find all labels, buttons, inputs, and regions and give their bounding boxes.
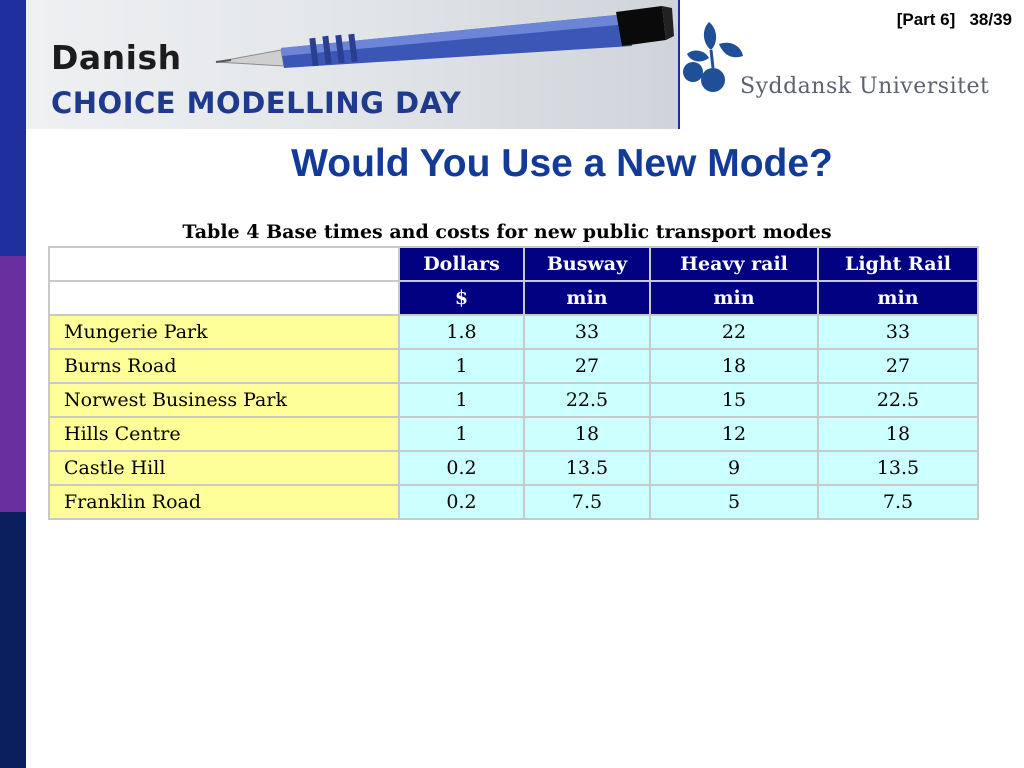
banner-line-danish: Danish <box>51 38 182 77</box>
value-cell: 1 <box>398 348 525 384</box>
side-bar-top <box>0 0 26 256</box>
row-label: Mungerie Park <box>48 314 400 350</box>
row-label: Franklin Road <box>48 484 400 520</box>
column-header: Heavy rail <box>649 246 819 282</box>
value-cell: 7.5 <box>523 484 651 520</box>
part-label: [Part 6] <box>896 10 956 29</box>
value-cell: 1 <box>398 382 525 418</box>
value-cell: 22.5 <box>523 382 651 418</box>
value-cell: 15 <box>649 382 819 418</box>
table-row: Hills Centre 1 18 12 18 <box>48 416 979 452</box>
table-header-row: Dollars Busway Heavy rail Light Rail <box>48 246 979 282</box>
side-bar-bottom <box>0 512 26 768</box>
value-cell: 9 <box>649 450 819 486</box>
unit-cell: min <box>523 280 651 316</box>
value-cell: 22.5 <box>817 382 979 418</box>
value-cell: 13.5 <box>817 450 979 486</box>
value-cell: 18 <box>817 416 979 452</box>
banner-line-choice-modelling-day: CHOICE MODELLING DAY <box>51 86 462 120</box>
table-units-row: $ min min min <box>48 280 979 316</box>
value-cell: 0.2 <box>398 450 525 486</box>
value-cell: 18 <box>523 416 651 452</box>
column-header: Light Rail <box>817 246 979 282</box>
column-header: Busway <box>523 246 651 282</box>
unit-cell: $ <box>398 280 525 316</box>
row-label: Castle Hill <box>48 450 400 486</box>
value-cell: 0.2 <box>398 484 525 520</box>
row-label: Norwest Business Park <box>48 382 400 418</box>
unit-cell: min <box>649 280 819 316</box>
value-cell: 33 <box>523 314 651 350</box>
value-cell: 1.8 <box>398 314 525 350</box>
university-leaf-logo-icon <box>683 22 743 92</box>
table-row: Mungerie Park 1.8 33 22 33 <box>48 314 979 350</box>
pen-icon <box>215 6 674 68</box>
value-cell: 12 <box>649 416 819 452</box>
value-cell: 5 <box>649 484 819 520</box>
value-cell: 13.5 <box>523 450 651 486</box>
value-cell: 27 <box>817 348 979 384</box>
table-row: Castle Hill 0.2 13.5 9 13.5 <box>48 450 979 486</box>
transport-times-costs-table: Dollars Busway Heavy rail Light Rail $ m… <box>48 246 979 520</box>
value-cell: 33 <box>817 314 979 350</box>
slide-position: [Part 6] 38/39 <box>897 10 1012 30</box>
row-label: Burns Road <box>48 348 400 384</box>
value-cell: 7.5 <box>817 484 979 520</box>
value-cell: 22 <box>649 314 819 350</box>
slide-title: Would You Use a New Mode? <box>291 142 833 185</box>
table-row: Norwest Business Park 1 22.5 15 22.5 <box>48 382 979 418</box>
page-counter: 38/39 <box>969 10 1012 29</box>
table-caption: Table 4 Base times and costs for new pub… <box>182 221 832 243</box>
value-cell: 18 <box>649 348 819 384</box>
unit-cell: min <box>817 280 979 316</box>
column-header: Dollars <box>398 246 525 282</box>
conference-banner: Danish CHOICE MODELLING DAY <box>26 0 678 129</box>
banner-divider <box>678 0 680 129</box>
value-cell: 1 <box>398 416 525 452</box>
row-label: Hills Centre <box>48 416 400 452</box>
side-bar-middle <box>0 256 26 512</box>
header-corner-cell <box>48 246 400 282</box>
units-corner-cell <box>48 280 400 316</box>
university-name: Syddansk Universitet <box>740 74 990 99</box>
table-row: Franklin Road 0.2 7.5 5 7.5 <box>48 484 979 520</box>
value-cell: 27 <box>523 348 651 384</box>
table-row: Burns Road 1 27 18 27 <box>48 348 979 384</box>
